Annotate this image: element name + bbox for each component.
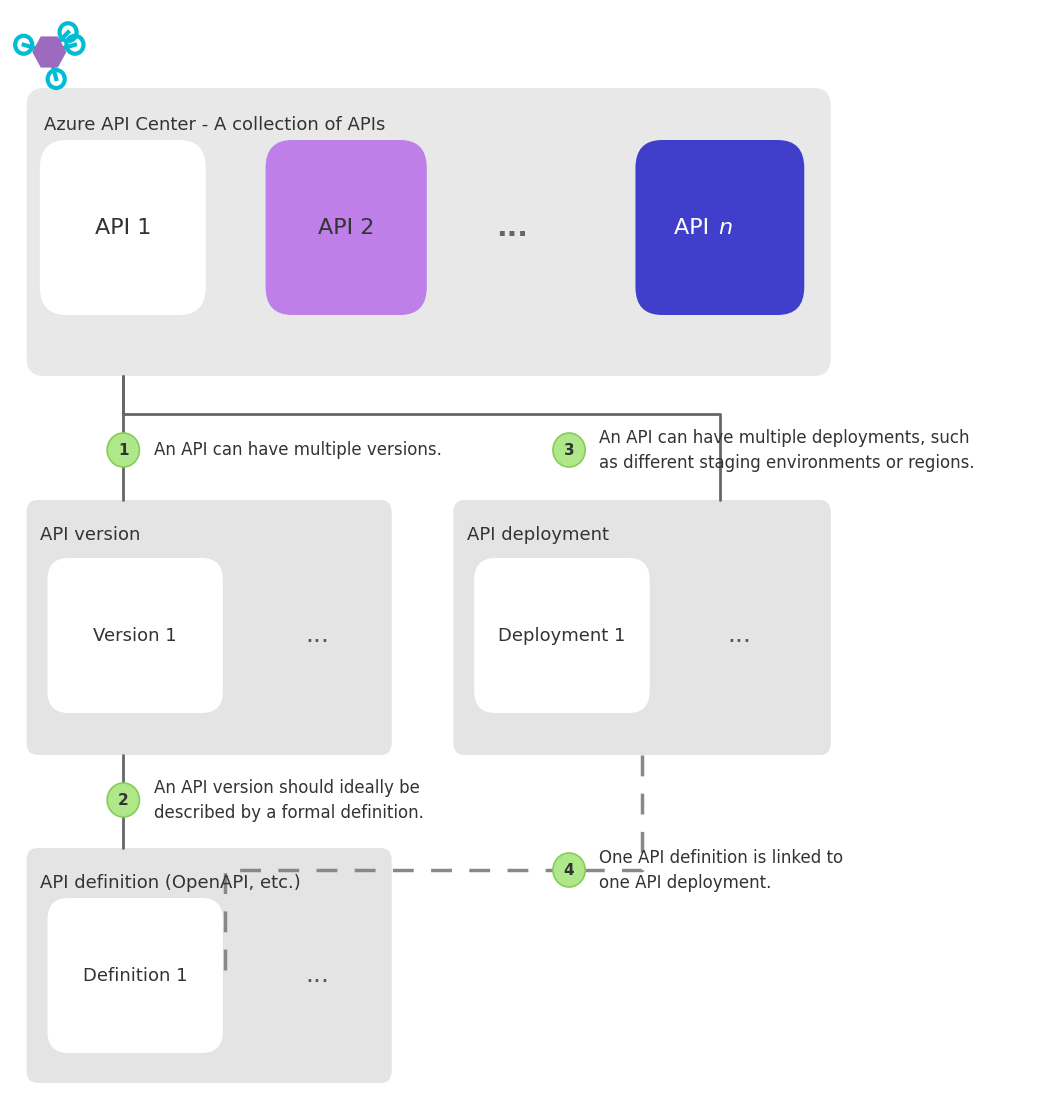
Text: ...: ... xyxy=(496,214,528,242)
Text: One API definition is linked to
one API deployment.: One API definition is linked to one API … xyxy=(599,848,844,892)
Circle shape xyxy=(107,433,139,467)
Circle shape xyxy=(553,433,585,467)
Text: API: API xyxy=(674,217,716,237)
FancyBboxPatch shape xyxy=(47,898,223,1053)
Text: 3: 3 xyxy=(563,443,575,457)
FancyBboxPatch shape xyxy=(266,140,427,315)
Text: n: n xyxy=(718,217,732,237)
Text: Version 1: Version 1 xyxy=(93,627,177,644)
Text: Deployment 1: Deployment 1 xyxy=(498,627,626,644)
FancyBboxPatch shape xyxy=(26,88,831,376)
Text: API version: API version xyxy=(40,526,140,544)
FancyBboxPatch shape xyxy=(453,500,831,755)
Text: API deployment: API deployment xyxy=(467,526,608,544)
FancyBboxPatch shape xyxy=(26,848,392,1083)
FancyBboxPatch shape xyxy=(474,558,650,713)
Text: An API version should ideally be
described by a formal definition.: An API version should ideally be describ… xyxy=(154,778,424,821)
Text: API definition (OpenAPI, etc.): API definition (OpenAPI, etc.) xyxy=(40,874,300,892)
Text: Azure API Center - A collection of APIs: Azure API Center - A collection of APIs xyxy=(44,116,385,134)
Text: ...: ... xyxy=(306,963,330,987)
Text: ...: ... xyxy=(306,623,330,647)
Text: An API can have multiple deployments, such
as different staging environments or : An API can have multiple deployments, su… xyxy=(599,429,975,472)
Text: 4: 4 xyxy=(563,863,575,877)
Text: 1: 1 xyxy=(118,443,129,457)
Text: An API can have multiple versions.: An API can have multiple versions. xyxy=(154,441,442,459)
FancyBboxPatch shape xyxy=(47,558,223,713)
Text: ...: ... xyxy=(728,623,752,647)
Circle shape xyxy=(553,853,585,887)
FancyBboxPatch shape xyxy=(636,140,804,315)
Text: 2: 2 xyxy=(118,792,129,808)
Text: API 1: API 1 xyxy=(94,217,151,237)
Text: API 2: API 2 xyxy=(318,217,375,237)
FancyBboxPatch shape xyxy=(26,500,392,755)
Text: Definition 1: Definition 1 xyxy=(83,966,187,985)
Circle shape xyxy=(107,784,139,817)
FancyBboxPatch shape xyxy=(40,140,206,315)
